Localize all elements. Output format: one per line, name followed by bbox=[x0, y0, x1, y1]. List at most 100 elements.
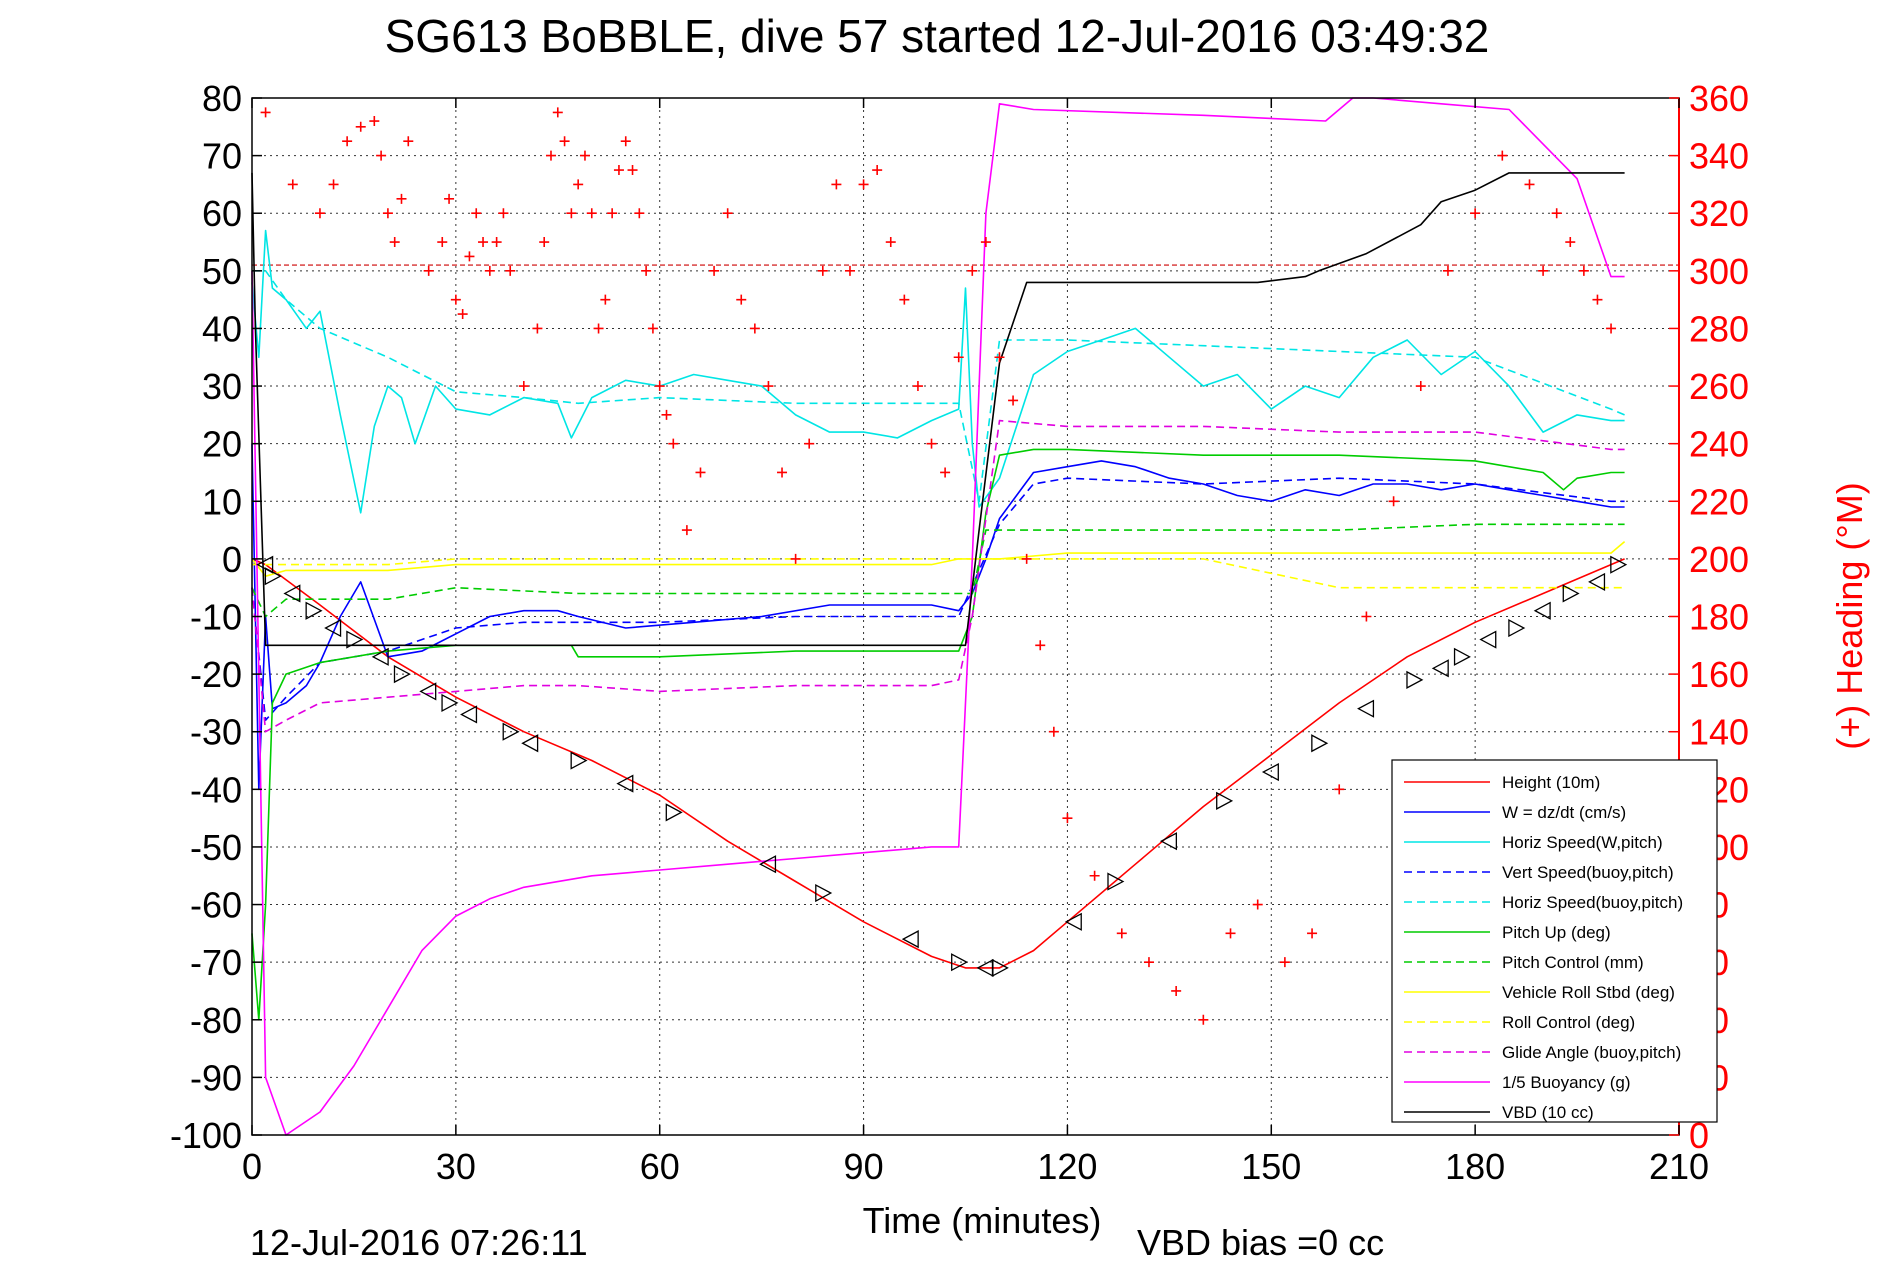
y-tick-label-1: 70 bbox=[202, 136, 242, 177]
heading-point-6 bbox=[369, 116, 380, 127]
height-marker-18 bbox=[901, 930, 919, 949]
y-tick-label-18: -100 bbox=[170, 1115, 242, 1156]
height-marker-32 bbox=[1479, 630, 1497, 649]
heading-point-97 bbox=[1606, 323, 1617, 334]
heading-point-19 bbox=[478, 237, 489, 248]
heading-point-91 bbox=[1524, 179, 1535, 190]
height-marker-28 bbox=[1357, 699, 1375, 718]
height-marker-23 bbox=[1107, 872, 1125, 891]
heading-point-35 bbox=[600, 294, 611, 305]
heading-point-90 bbox=[1497, 150, 1508, 161]
heading-point-1 bbox=[287, 179, 298, 190]
legend-label-7: Vehicle Roll Stbd (deg) bbox=[1502, 983, 1675, 1002]
heading-point-4 bbox=[342, 136, 353, 147]
y-tick-label-5: 30 bbox=[202, 366, 242, 407]
heading-point-2 bbox=[314, 208, 325, 219]
heading-point-78 bbox=[1171, 985, 1182, 996]
heading-point-18 bbox=[471, 208, 482, 219]
y2-tick-label-11: 140 bbox=[1689, 712, 1749, 753]
heading-point-49 bbox=[722, 208, 733, 219]
y2-tick-label-8: 200 bbox=[1689, 539, 1749, 580]
heading-point-85 bbox=[1361, 611, 1372, 622]
heading-point-39 bbox=[627, 165, 638, 176]
y2-axis-ticks: 3603403203002802602402202001801601401201… bbox=[1669, 78, 1749, 1156]
heading-point-92 bbox=[1538, 265, 1549, 276]
x-tick-label-2: 60 bbox=[640, 1146, 680, 1187]
heading-point-41 bbox=[641, 265, 652, 276]
legend-label-1: W = dz/dt (cm/s) bbox=[1502, 803, 1626, 822]
heading-point-43 bbox=[654, 381, 665, 392]
y2-tick-label-4: 280 bbox=[1689, 308, 1749, 349]
height-marker-4 bbox=[324, 618, 342, 638]
heading-point-31 bbox=[573, 179, 584, 190]
y2-tick-label-2: 320 bbox=[1689, 193, 1749, 234]
heading-point-67 bbox=[967, 265, 978, 276]
heading-point-84 bbox=[1334, 784, 1345, 795]
heading-point-65 bbox=[940, 467, 951, 478]
series-line-10 bbox=[251, 97, 1625, 1136]
heading-point-16 bbox=[457, 309, 468, 320]
x-tick-label-5: 150 bbox=[1241, 1146, 1301, 1187]
heading-point-10 bbox=[396, 193, 407, 204]
series-line-6 bbox=[251, 523, 1625, 618]
height-marker-17 bbox=[815, 883, 833, 903]
heading-point-93 bbox=[1551, 208, 1562, 219]
heading-point-30 bbox=[566, 208, 577, 219]
series-line-1 bbox=[251, 443, 1625, 791]
heading-point-24 bbox=[518, 381, 529, 392]
legend-box bbox=[1391, 759, 1718, 1123]
heading-point-59 bbox=[858, 179, 869, 190]
height-marker-26 bbox=[1261, 762, 1279, 782]
heading-point-25 bbox=[532, 323, 543, 334]
legend-label-5: Pitch Up (deg) bbox=[1502, 923, 1611, 942]
heading-point-62 bbox=[899, 294, 910, 305]
heading-point-11 bbox=[403, 136, 414, 147]
heading-point-46 bbox=[681, 525, 692, 536]
heading-point-61 bbox=[885, 237, 896, 248]
heading-point-74 bbox=[1062, 813, 1073, 824]
heading-point-12 bbox=[423, 265, 434, 276]
y2-tick-label-5: 260 bbox=[1689, 366, 1749, 407]
height-marker-15 bbox=[665, 803, 683, 822]
heading-point-45 bbox=[668, 438, 679, 449]
heading-point-21 bbox=[491, 237, 502, 248]
legend-label-3: Vert Speed(buoy,pitch) bbox=[1502, 863, 1674, 882]
heading-point-54 bbox=[790, 553, 801, 564]
x-axis-label: Time (minutes) bbox=[863, 1200, 1102, 1241]
heading-point-73 bbox=[1048, 726, 1059, 737]
height-marker-29 bbox=[1406, 670, 1424, 689]
y-tick-label-14: -60 bbox=[190, 885, 242, 926]
heading-point-81 bbox=[1252, 899, 1263, 910]
height-marker-9 bbox=[441, 693, 459, 713]
height-marker-37 bbox=[1610, 555, 1628, 574]
heading-point-28 bbox=[552, 107, 563, 118]
x-tick-label-3: 90 bbox=[844, 1146, 884, 1187]
heading-point-15 bbox=[450, 294, 461, 305]
footer-timestamp: 12-Jul-2016 07:26:11 bbox=[250, 1222, 588, 1262]
series-line-7 bbox=[251, 540, 1626, 578]
height-marker-8 bbox=[419, 682, 437, 701]
heading-point-86 bbox=[1388, 496, 1399, 507]
heading-point-87 bbox=[1415, 381, 1426, 392]
height-marker-10 bbox=[460, 705, 478, 724]
heading-point-29 bbox=[559, 136, 570, 147]
heading-point-22 bbox=[498, 208, 509, 219]
heading-point-71 bbox=[1021, 553, 1032, 564]
y2-tick-label-3: 300 bbox=[1689, 251, 1749, 292]
chart-title: SG613 BoBBLE, dive 57 started 12-Jul-201… bbox=[385, 10, 1490, 62]
heading-point-56 bbox=[817, 265, 828, 276]
heading-point-75 bbox=[1089, 870, 1100, 881]
x-tick-label-4: 120 bbox=[1037, 1146, 1097, 1187]
heading-point-17 bbox=[464, 251, 475, 262]
height-marker-21 bbox=[991, 958, 1009, 978]
heading-point-34 bbox=[593, 323, 604, 334]
legend-label-9: Glide Angle (buoy,pitch) bbox=[1502, 1043, 1681, 1062]
heading-point-33 bbox=[586, 208, 597, 219]
y-tick-label-12: -40 bbox=[190, 769, 242, 810]
heading-point-36 bbox=[607, 208, 618, 219]
heading-point-76 bbox=[1116, 928, 1127, 939]
heading-point-79 bbox=[1198, 1014, 1209, 1025]
height-marker-33 bbox=[1508, 618, 1526, 638]
x-tick-label-0: 0 bbox=[242, 1146, 262, 1187]
